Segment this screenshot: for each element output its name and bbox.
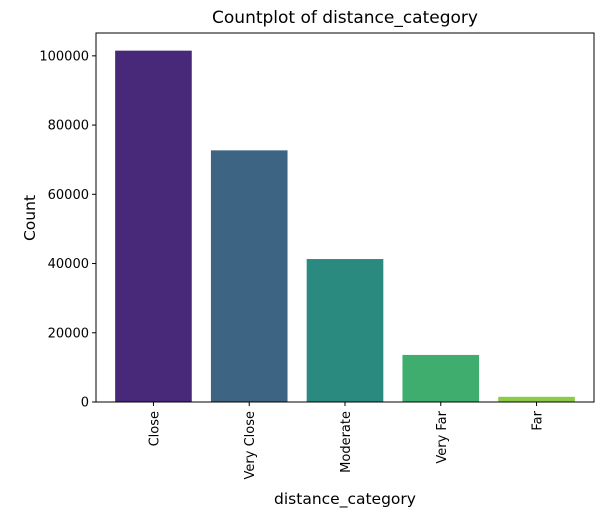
x-tick-label: Very Far (435, 410, 450, 463)
bar-very-far (402, 354, 480, 402)
y-tick-label: 60000 (48, 188, 89, 203)
y-tick-label: 20000 (48, 326, 89, 341)
bars-group (115, 50, 575, 403)
x-tick-label: Far (531, 410, 546, 430)
x-axis-ticks: Close Very Close Moderate Very Far Far (147, 402, 546, 479)
y-tick-label: 40000 (48, 257, 89, 272)
y-axis-ticks: 0 20000 40000 60000 80000 100000 (39, 49, 96, 411)
chart-title: Countplot of distance_category (212, 8, 478, 28)
x-tick-label: Moderate (339, 411, 354, 473)
y-tick-label: 100000 (39, 49, 89, 64)
bar-very-close (210, 150, 288, 402)
bar-close (115, 50, 192, 403)
x-tick-label: Close (147, 411, 162, 446)
x-axis-title: distance_category (274, 490, 416, 509)
bar-far (498, 396, 575, 402)
plot-frame (95, 32, 595, 403)
y-tick-label: 0 (81, 396, 89, 411)
y-tick-label: 80000 (48, 119, 89, 134)
y-axis-title: Count (21, 195, 39, 241)
x-tick-label: Very Close (243, 411, 258, 479)
bar-moderate (306, 259, 384, 402)
